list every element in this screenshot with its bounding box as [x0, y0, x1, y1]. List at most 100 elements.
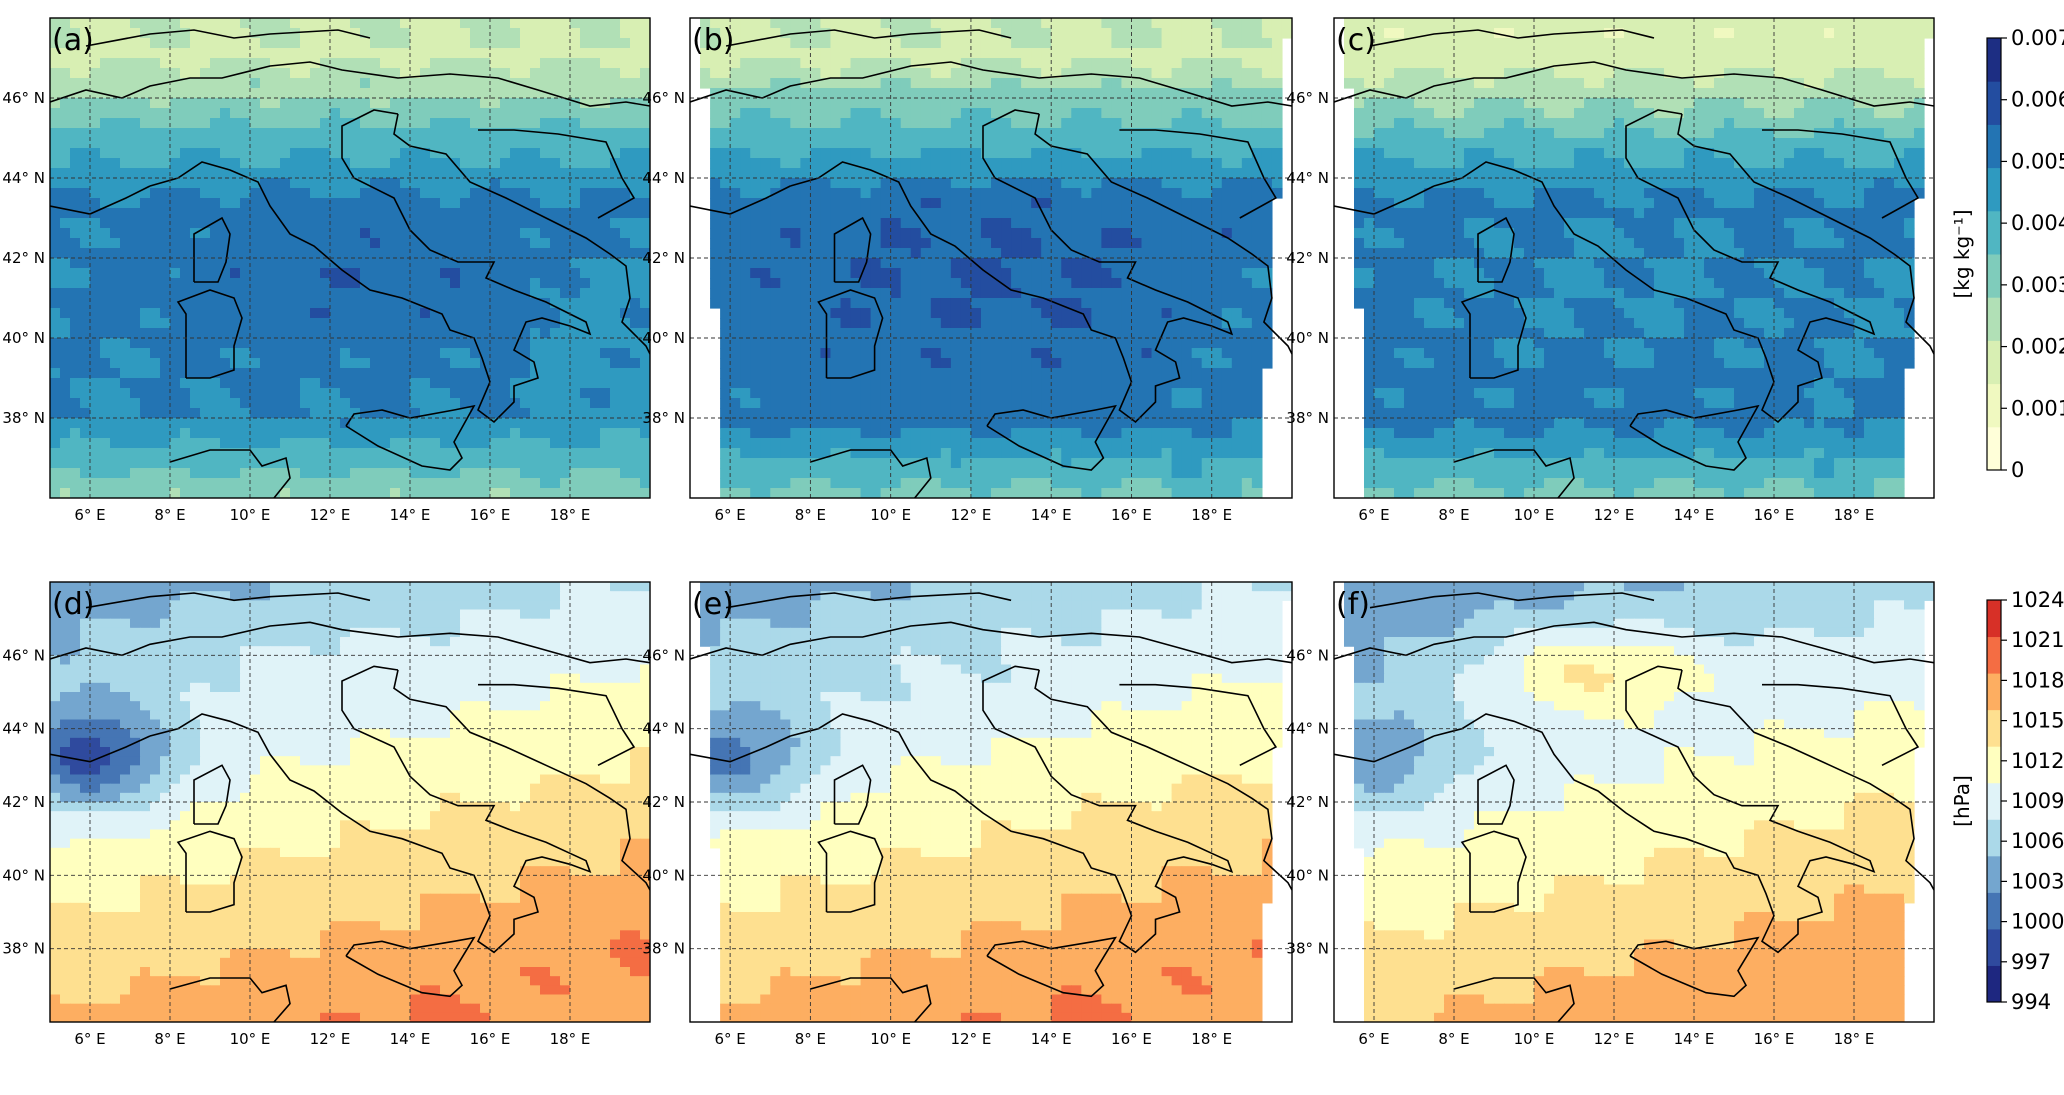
field-cell: [450, 18, 461, 29]
field-cell: [290, 268, 301, 279]
field-cell: [350, 418, 361, 429]
field-cell: [400, 428, 411, 439]
field-cell: [1162, 68, 1173, 79]
field-cell: [1202, 78, 1213, 89]
field-cell: [150, 238, 161, 249]
field-cell: [1242, 278, 1253, 289]
field-cell: [110, 18, 121, 29]
field-cell: [350, 58, 361, 69]
field-cell: [550, 198, 561, 209]
field-cell: [1232, 278, 1243, 289]
field-cell: [1011, 308, 1022, 319]
field-cell: [60, 328, 71, 339]
field-cell: [1142, 88, 1153, 99]
field-cell: [540, 68, 551, 79]
field-cell: [290, 168, 301, 179]
field-cell: [90, 158, 101, 169]
field-cell: [1222, 278, 1233, 289]
field-cell: [410, 478, 421, 489]
field-cell: [200, 488, 211, 499]
field-cell: [110, 428, 121, 439]
field-cell: [540, 368, 551, 379]
field-cell: [440, 28, 451, 39]
field-cell: [330, 98, 341, 109]
field-cell: [440, 98, 451, 109]
field-cell: [520, 458, 531, 469]
field-cell: [1011, 228, 1022, 239]
field-cell: [380, 138, 391, 149]
field-cell: [780, 278, 791, 289]
field-cell: [480, 488, 491, 499]
field-cell: [450, 98, 461, 109]
field-cell: [600, 168, 611, 179]
field-cell: [140, 38, 151, 49]
field-cell: [1182, 198, 1193, 209]
field-cell: [470, 218, 481, 229]
field-cell: [100, 18, 111, 29]
field-cell: [390, 438, 401, 449]
field-cell: [450, 488, 461, 499]
field-cell: [250, 28, 261, 39]
field-cell: [50, 418, 61, 429]
field-cell: [150, 428, 161, 439]
field-cell: [891, 78, 902, 89]
field-cell: [70, 168, 81, 179]
field-cell: [1222, 258, 1233, 269]
field-cell: [290, 178, 301, 189]
field-cell: [1101, 78, 1112, 89]
field-cell: [600, 198, 611, 209]
field-cell: [340, 298, 351, 309]
field-cell: [1041, 28, 1052, 39]
field-cell: [260, 218, 271, 229]
field-cell: [470, 28, 481, 39]
field-cell: [560, 38, 571, 49]
field-cell: [520, 98, 531, 109]
field-cell: [1031, 18, 1042, 29]
field-cell: [760, 148, 771, 159]
field-cell: [1172, 268, 1183, 279]
field-cell: [380, 428, 391, 439]
field-cell: [160, 148, 171, 159]
field-cell: [580, 388, 591, 399]
field-cell: [610, 398, 621, 409]
field-cell: [550, 68, 561, 79]
field-cell: [861, 198, 872, 209]
field-cell: [280, 348, 291, 359]
field-cell: [1121, 248, 1132, 259]
field-cell: [130, 218, 141, 229]
field-cell: [490, 48, 501, 59]
field-cell: [911, 268, 922, 279]
field-cell: [991, 288, 1002, 299]
field-cell: [190, 58, 201, 69]
field-cell: [360, 48, 371, 59]
field-cell: [1071, 78, 1082, 89]
field-cell: [350, 188, 361, 199]
field-cell: [1101, 238, 1112, 249]
field-cell: [240, 188, 251, 199]
field-cell: [280, 138, 291, 149]
field-cell: [170, 108, 181, 119]
field-cell: [240, 58, 251, 69]
field-cell: [240, 428, 251, 439]
field-cell: [360, 38, 371, 49]
field-cell: [1172, 148, 1183, 159]
field-cell: [470, 428, 481, 439]
field-cell: [991, 218, 1002, 229]
field-cell: [220, 58, 231, 69]
field-cell: [420, 88, 431, 99]
field-cell: [620, 38, 631, 49]
field-cell: [340, 358, 351, 369]
field-cell: [800, 318, 811, 329]
field-cell: [280, 438, 291, 449]
field-cell: [240, 178, 251, 189]
field-cell: [991, 58, 1002, 69]
field-cell: [891, 48, 902, 59]
field-cell: [1212, 78, 1223, 89]
field-cell: [590, 18, 601, 29]
field-cell: [490, 78, 501, 89]
field-cell: [730, 278, 741, 289]
field-cell: [220, 338, 231, 349]
field-cell: [730, 268, 741, 279]
field-cell: [60, 78, 71, 89]
field-cell: [400, 358, 411, 369]
